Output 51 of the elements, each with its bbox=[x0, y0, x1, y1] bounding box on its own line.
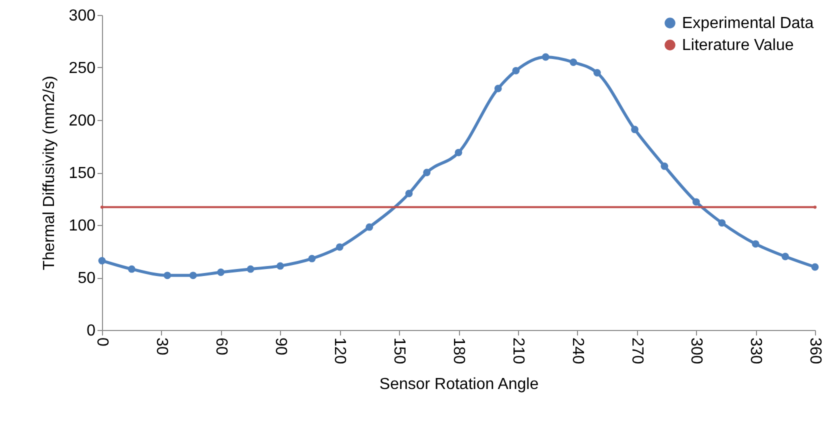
y-axis-title: Thermal Diffusivity (mm2/s) bbox=[40, 76, 58, 270]
point bbox=[246, 265, 254, 273]
point bbox=[570, 58, 578, 66]
x-tick-label: 300 bbox=[688, 338, 705, 364]
y-tick-label: 250 bbox=[68, 60, 96, 77]
point bbox=[405, 190, 413, 198]
point bbox=[593, 69, 601, 76]
x-tick-label: 330 bbox=[747, 338, 764, 364]
point bbox=[454, 148, 462, 156]
point bbox=[100, 206, 104, 209]
point bbox=[128, 265, 136, 273]
y-tick-label: 0 bbox=[86, 322, 96, 340]
point bbox=[366, 223, 374, 231]
point bbox=[752, 240, 760, 248]
point bbox=[718, 219, 726, 227]
point bbox=[494, 84, 502, 92]
y-tick-label: 300 bbox=[68, 8, 96, 24]
legend-label: Literature Value bbox=[682, 37, 794, 54]
x-tick-label: 0 bbox=[94, 338, 110, 346]
x-tick-label: 360 bbox=[806, 338, 824, 364]
point bbox=[423, 168, 431, 176]
x-axis-title: Sensor Rotation Angle bbox=[379, 376, 539, 394]
point bbox=[512, 66, 520, 74]
point bbox=[164, 272, 172, 280]
point bbox=[217, 268, 225, 276]
legend-label: Experimental Data bbox=[682, 15, 814, 32]
point bbox=[813, 206, 817, 209]
x-tick-label: 90 bbox=[272, 338, 289, 356]
x-tick-label: 210 bbox=[509, 338, 526, 364]
point bbox=[692, 198, 700, 206]
x-tick-label: 270 bbox=[628, 338, 646, 364]
y-tick-label: 150 bbox=[68, 165, 96, 182]
x-tick-label: 240 bbox=[568, 338, 586, 364]
point bbox=[782, 252, 789, 260]
point bbox=[189, 272, 197, 280]
point bbox=[336, 243, 344, 251]
y-tick-label: 200 bbox=[68, 112, 96, 130]
y-tick-label: 100 bbox=[68, 218, 96, 234]
point bbox=[98, 257, 106, 264]
point bbox=[542, 53, 550, 61]
x-tick-label: 60 bbox=[212, 338, 230, 356]
point bbox=[631, 126, 638, 134]
point bbox=[811, 263, 819, 271]
point bbox=[660, 162, 668, 170]
x-tick-label: 30 bbox=[152, 338, 170, 356]
y-tick-label: 50 bbox=[78, 270, 96, 287]
x-tick-label: 150 bbox=[390, 338, 408, 364]
point bbox=[308, 254, 316, 262]
x-tick-label: 120 bbox=[331, 338, 348, 364]
point bbox=[276, 262, 284, 270]
x-tick-label: 180 bbox=[450, 338, 467, 364]
